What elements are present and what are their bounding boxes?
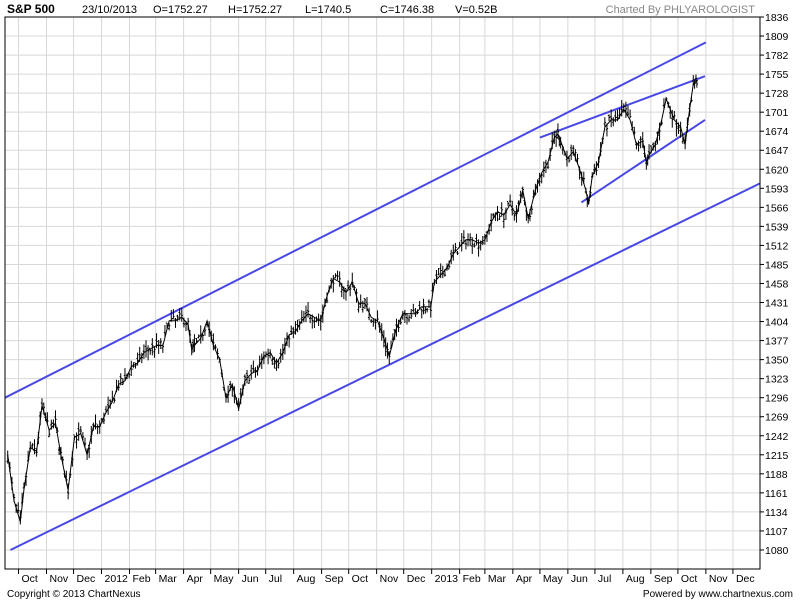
trendline [4,41,707,399]
x-tick-label: Nov [49,573,68,585]
high-value: H=1752.27 [228,4,282,16]
chart-date: 23/10/2013 [82,4,137,16]
y-tick-label: 1242 [765,431,789,443]
x-tick-label: Apr [516,573,533,585]
y-tick-label: 1728 [765,88,789,100]
price-series [6,74,699,525]
x-tick-label: Oct [352,573,368,585]
x-tick-label: Aug [626,573,645,585]
x-tick-label: Dec [407,573,426,585]
plot-area [5,17,760,569]
plot-frame [4,16,761,570]
low-value: L=1740.5 [305,4,351,16]
x-tick-label: 2013 [435,573,459,585]
x-tick-label: Apr [187,573,204,585]
y-tick-label: 1566 [765,202,789,214]
x-tick-label: Jun [242,573,259,585]
x-tick-label: Nov [380,573,399,585]
x-tick-label: Nov [709,573,728,585]
x-tick-label: Dec [77,573,96,585]
x-tick-label: Feb [463,573,481,585]
x-tick-label: Oct [22,573,38,585]
y-tick-label: 1782 [765,50,789,62]
volume-value: V=0.52B [455,4,498,16]
x-tick-label: Feb [132,573,150,585]
x-tick-label: Oct [681,573,697,585]
y-tick-label: 1755 [765,69,789,81]
chart-symbol: S&P 500 [7,2,55,16]
y-tick-label: 1107 [765,526,788,538]
y-tick-label: 1215 [765,450,789,462]
y-tick-label: 1134 [765,507,788,519]
trendline [580,119,706,204]
x-tick-label: Sep [325,573,344,585]
y-tick-label: 1458 [765,278,789,290]
y-axis: 1836 1809 1782 1755 1728 1701 1674 1647 1620 1593… [760,12,789,557]
y-tick-label: 1485 [765,259,789,271]
y-tick-label: 1296 [765,393,789,405]
y-tick-label: 1269 [765,412,789,424]
y-tick-label: 1593 [765,183,789,195]
y-tick-label: 1161 [765,488,788,500]
x-tick-label: Dec [736,573,755,585]
trendline [539,75,706,139]
close-value: C=1746.38 [380,4,434,16]
open-value: O=1752.27 [153,4,208,16]
y-tick-label: 1674 [765,126,789,138]
x-tick-label: Sep [654,573,673,585]
y-tick-label: 1512 [765,240,789,252]
chart-credit: Charted By PHLYAROLOGIST [606,4,756,16]
y-tick-label: 1836 [765,12,789,24]
y-tick-label: 1620 [765,164,789,176]
x-tick-label: 2012 [105,573,129,585]
y-tick-label: 1431 [765,298,789,310]
y-tick-label: 1647 [765,145,789,157]
x-tick-label: May [214,573,235,585]
x-tick-label: Mar [159,573,178,585]
copyright-text: Copyright © 2013 ChartNexus [7,589,141,600]
x-tick-label: Jul [598,573,611,585]
y-tick-label: 1323 [765,374,789,386]
x-tick-label: Jun [571,573,588,585]
y-tick-label: 1404 [765,317,789,329]
x-tick-label: May [543,573,564,585]
y-tick-label: 1080 [765,545,789,557]
trendline [9,182,761,551]
y-tick-label: 1350 [765,355,789,367]
y-tick-label: 1188 [765,469,788,481]
grid-lines [5,16,760,569]
trendlines [4,41,761,551]
x-tick-label: Jul [269,573,282,585]
x-tick-label: Mar [488,573,507,585]
x-tick-label: Aug [297,573,316,585]
powered-by-text: Powered by www.chartnexus.com [643,589,793,600]
y-tick-label: 1377 [765,336,789,348]
y-tick-label: 1809 [765,31,789,43]
y-tick-label: 1539 [765,221,789,233]
y-tick-label: 1701 [765,107,789,119]
x-axis: Oct Nov Dec 2012 Feb Mar Apr May Jun Jul Aug Sep Oct… [18,569,755,585]
